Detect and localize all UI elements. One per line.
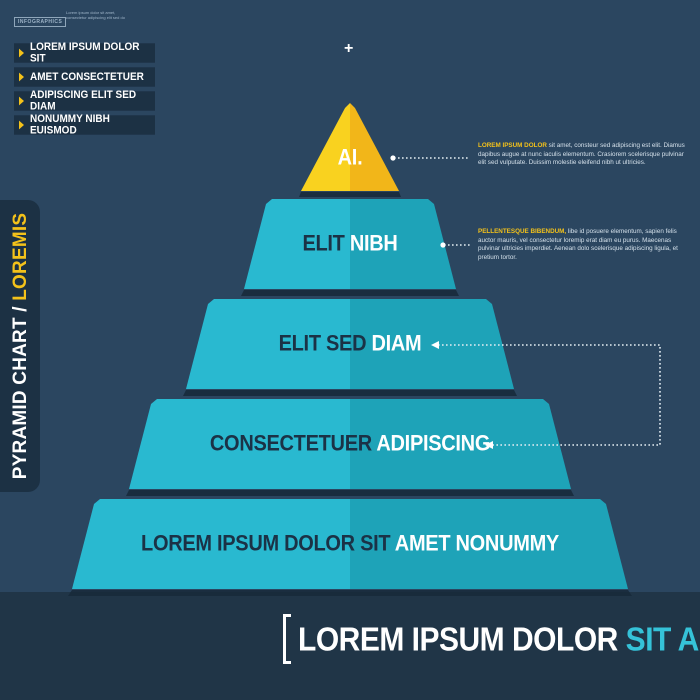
annotation-2: PELLENTESQUE BIBENDUM, libe id posuere e…: [478, 228, 688, 262]
level-1-right: [350, 103, 399, 191]
level-5-label-dark: LOREM IPSUM DOLOR SIT: [141, 531, 391, 557]
level-5-label-light: AMET NONUMMY: [390, 531, 559, 557]
level-2-label-dark: ELIT: [302, 231, 345, 257]
triangle-right-icon: [19, 48, 24, 58]
legend-item: NONUMMY NIBH EUISMOD: [14, 113, 155, 137]
level-2-label: ELIT NIBH: [302, 232, 397, 258]
legend-item-label: AMET CONSECTETUER: [30, 71, 144, 83]
level-shadow: [68, 590, 632, 596]
connector-dot: [440, 242, 446, 248]
arrow-left-icon: [485, 441, 493, 449]
annotation-1-body: sit amet, consteur sed adipiscing est el…: [478, 142, 685, 167]
level-3-right: [350, 299, 514, 389]
triangle-right-icon: [19, 96, 24, 106]
footer-title-main: LOREM IPSUM DOLOR: [298, 622, 618, 659]
level-1-label-light: AI.: [337, 145, 363, 171]
annotation-1-lead: LOREM IPSUM DOLOR: [478, 142, 547, 149]
level-3-label: ELIT SED DIAM: [279, 332, 422, 358]
level-shadow: [126, 490, 574, 496]
level-5-label: LOREM IPSUM DOLOR SIT AMET NONUMMY: [141, 532, 559, 558]
annotation-1: LOREM IPSUM DOLOR sit amet, consteur sed…: [478, 142, 688, 168]
triangle-right-icon: [19, 120, 24, 130]
level-4-left: [129, 399, 350, 489]
annotation-2-lead: PELLENTESQUE BIBENDUM,: [478, 228, 567, 235]
brand-logo: INFOGRAPHICS Lorem ipsum dolor sit amet,…: [14, 10, 125, 28]
legend-item-label: NONUMMY NIBH EUISMOD: [30, 113, 110, 137]
level-2-label-light: NIBH: [344, 231, 398, 257]
level-shadow: [299, 192, 401, 197]
legend: LOREM IPSUM DOLOR SIT AMET CONSECTETUER …: [14, 41, 155, 140]
level-2-right: [350, 199, 456, 289]
brand-caption: Lorem ipsum dolor sit amet, consectetur …: [66, 10, 125, 20]
side-tab: [0, 200, 40, 492]
level-4-label: CONSECTETUER ADIPISCING: [210, 432, 490, 458]
triangle-right-icon: [19, 72, 24, 82]
footer-bracket: [283, 614, 291, 664]
level-shadow: [183, 390, 517, 396]
level-4-label-dark: CONSECTETUER: [209, 431, 372, 457]
level-3-label-dark: ELIT SED: [278, 331, 367, 357]
legend-item-label: ADIPISCING ELIT SED DIAM: [30, 89, 137, 113]
level-4-right: [350, 399, 571, 489]
connector-line: [438, 344, 661, 403]
level-4-label-light: ADIPISCING: [371, 431, 491, 457]
legend-item: ADIPISCING ELIT SED DIAM: [14, 89, 155, 113]
legend-item: AMET CONSECTETUER: [14, 67, 155, 87]
legend-item-label: LOREM IPSUM DOLOR SIT: [30, 41, 140, 65]
connector-dot: [390, 155, 396, 161]
level-2-left: [244, 199, 350, 289]
level-shadow: [241, 290, 459, 296]
brand-tag: INFOGRAPHICS: [14, 17, 67, 27]
arrow-left-icon: [431, 341, 439, 349]
footer-title: LOREM IPSUM DOLOR SIT AMET: [298, 622, 700, 659]
footer-title-accent: SIT AMET: [625, 622, 700, 659]
annotation-2-body: libe id posuere elementum, sapien felis …: [478, 228, 678, 261]
bottom-band: [0, 592, 700, 700]
level-3-left: [186, 299, 350, 389]
level-3-label-light: DIAM: [366, 331, 422, 357]
level-1-label: AI.: [338, 146, 363, 172]
level-1-left: [301, 103, 350, 191]
level-5-left: [72, 499, 350, 589]
level-5-right: [350, 499, 628, 589]
legend-item: LOREM IPSUM DOLOR SIT: [14, 41, 155, 65]
plus-icon: +: [344, 40, 354, 57]
